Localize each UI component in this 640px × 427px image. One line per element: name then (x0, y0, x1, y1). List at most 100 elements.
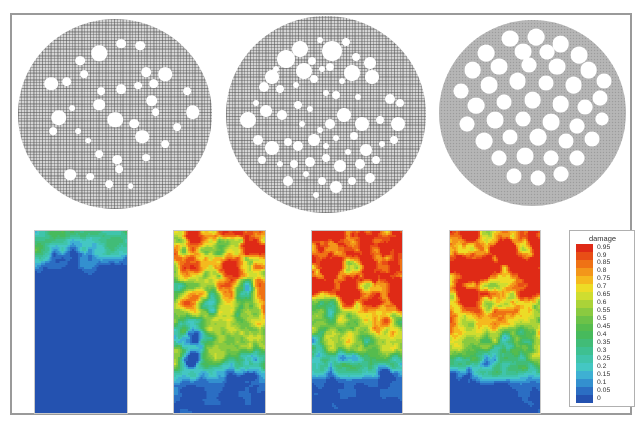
pore (283, 176, 293, 187)
pore (355, 117, 369, 132)
pore (339, 78, 345, 84)
pore (352, 53, 360, 62)
legend-rows: 0.95 0.9 0.85 0.8 0.75 0.7 0.65 0.6 0.55 0.5 0.45 0… (576, 244, 629, 404)
pore (530, 170, 546, 186)
pore (293, 81, 299, 88)
legend-label: 0.9 (597, 251, 607, 259)
pore (293, 141, 303, 152)
pore (326, 63, 334, 72)
legend-swatch (576, 307, 593, 316)
pore (161, 140, 170, 149)
pore (97, 87, 106, 96)
legend-swatch (576, 387, 593, 396)
pore (490, 58, 508, 75)
pore (185, 105, 200, 119)
pore (322, 41, 342, 62)
legend-label: 0.65 (597, 291, 611, 299)
pore (265, 140, 279, 155)
legend-title: damage (588, 234, 617, 243)
legend-label: 0.5 (597, 315, 607, 323)
legend-swatch (576, 355, 593, 364)
pore (337, 107, 351, 122)
legend-entry: 0.6 (576, 299, 629, 308)
pore (539, 44, 555, 60)
pore (496, 94, 512, 110)
pore (516, 147, 534, 165)
pore (290, 159, 298, 168)
pore (115, 38, 126, 49)
pore (596, 73, 612, 89)
mesh-circle-1 (18, 19, 212, 209)
pore (521, 57, 537, 73)
pore (75, 55, 85, 66)
pore (322, 153, 330, 162)
legend-swatch (576, 299, 593, 308)
legend-swatch (576, 323, 593, 332)
legend-entry: 0 (576, 395, 629, 404)
legend-label: 0.35 (597, 339, 611, 347)
pore (91, 45, 108, 61)
pore (365, 172, 375, 183)
mesh-circle-2 (226, 16, 426, 213)
legend-entry: 0.15 (576, 371, 629, 380)
pore (173, 123, 181, 132)
pore (333, 135, 339, 142)
pore (85, 172, 94, 181)
pore (396, 98, 404, 107)
pore (75, 128, 82, 134)
pore (477, 45, 495, 62)
mesh-circle-3 (439, 20, 626, 206)
pore (509, 72, 526, 90)
legend-label: 0.45 (597, 323, 611, 331)
pore (552, 35, 569, 53)
pore (310, 75, 318, 84)
pore (360, 143, 372, 156)
pore (491, 150, 507, 166)
legend-entry: 0.85 (576, 260, 629, 268)
pore (253, 135, 263, 146)
pore (148, 78, 159, 89)
legend-entry: 0.7 (576, 284, 629, 292)
pore (538, 75, 554, 91)
pore (69, 105, 76, 112)
legend-swatch (576, 267, 593, 276)
pore (135, 130, 149, 144)
pore (276, 84, 284, 93)
pore (570, 46, 588, 64)
legend-entry: 0.5 (576, 315, 629, 324)
legend-entry: 0.1 (576, 379, 629, 388)
pore (292, 41, 308, 58)
pore (592, 90, 608, 106)
legend-entry: 0.25 (576, 355, 629, 364)
pore (453, 83, 469, 99)
pore (364, 57, 376, 70)
pore (294, 100, 302, 109)
pore (107, 111, 123, 128)
pore (390, 136, 398, 145)
pore (253, 99, 259, 106)
pore (317, 127, 323, 134)
legend-entry: 0.4 (576, 331, 629, 340)
pore (552, 95, 569, 113)
pore (548, 58, 566, 75)
legend-entry: 0.55 (576, 307, 629, 316)
legend-swatch (576, 331, 593, 340)
pore (515, 111, 531, 127)
pore (332, 90, 340, 99)
pore (385, 93, 395, 104)
pore (146, 94, 158, 107)
legend-label: 0.4 (597, 331, 607, 339)
pore (182, 87, 191, 96)
legend-swatch (576, 339, 593, 348)
pore (277, 50, 295, 69)
damage-map-4 (449, 230, 541, 414)
legend-entry: 0.45 (576, 323, 629, 332)
damage-map-2 (173, 230, 266, 414)
pore (595, 112, 609, 126)
legend-entry: 0.65 (576, 291, 629, 300)
damage-map-1 (34, 230, 128, 414)
legend-swatch (576, 315, 593, 324)
pore (334, 159, 346, 172)
legend-swatch (576, 283, 593, 292)
